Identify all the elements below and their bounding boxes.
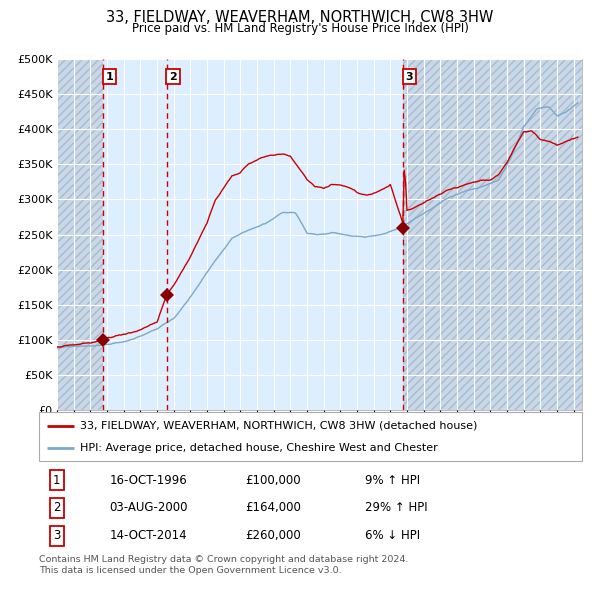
- Text: This data is licensed under the Open Government Licence v3.0.: This data is licensed under the Open Gov…: [39, 566, 341, 575]
- Text: 1: 1: [53, 474, 61, 487]
- Text: Price paid vs. HM Land Registry's House Price Index (HPI): Price paid vs. HM Land Registry's House …: [131, 22, 469, 35]
- Bar: [103, 59, 167, 410]
- Text: 14-OCT-2014: 14-OCT-2014: [110, 529, 187, 542]
- Text: 3: 3: [406, 71, 413, 81]
- Text: 2: 2: [53, 502, 61, 514]
- Text: £260,000: £260,000: [245, 529, 301, 542]
- Bar: [403, 59, 582, 410]
- Text: HPI: Average price, detached house, Cheshire West and Chester: HPI: Average price, detached house, Ches…: [80, 443, 437, 453]
- Text: 03-AUG-2000: 03-AUG-2000: [110, 502, 188, 514]
- Text: 16-OCT-1996: 16-OCT-1996: [110, 474, 187, 487]
- Text: 29% ↑ HPI: 29% ↑ HPI: [365, 502, 427, 514]
- Bar: [167, 59, 403, 410]
- Bar: [57, 59, 103, 410]
- Bar: [57, 59, 103, 410]
- Text: 1: 1: [106, 71, 113, 81]
- FancyBboxPatch shape: [39, 412, 582, 461]
- Text: 9% ↑ HPI: 9% ↑ HPI: [365, 474, 420, 487]
- Text: 6% ↓ HPI: 6% ↓ HPI: [365, 529, 420, 542]
- Text: 33, FIELDWAY, WEAVERHAM, NORTHWICH, CW8 3HW: 33, FIELDWAY, WEAVERHAM, NORTHWICH, CW8 …: [106, 10, 494, 25]
- Text: 3: 3: [53, 529, 61, 542]
- Text: £100,000: £100,000: [245, 474, 301, 487]
- Text: 33, FIELDWAY, WEAVERHAM, NORTHWICH, CW8 3HW (detached house): 33, FIELDWAY, WEAVERHAM, NORTHWICH, CW8 …: [80, 421, 477, 431]
- Text: £164,000: £164,000: [245, 502, 301, 514]
- Text: 2: 2: [169, 71, 177, 81]
- Bar: [403, 59, 582, 410]
- Text: Contains HM Land Registry data © Crown copyright and database right 2024.: Contains HM Land Registry data © Crown c…: [39, 555, 409, 563]
